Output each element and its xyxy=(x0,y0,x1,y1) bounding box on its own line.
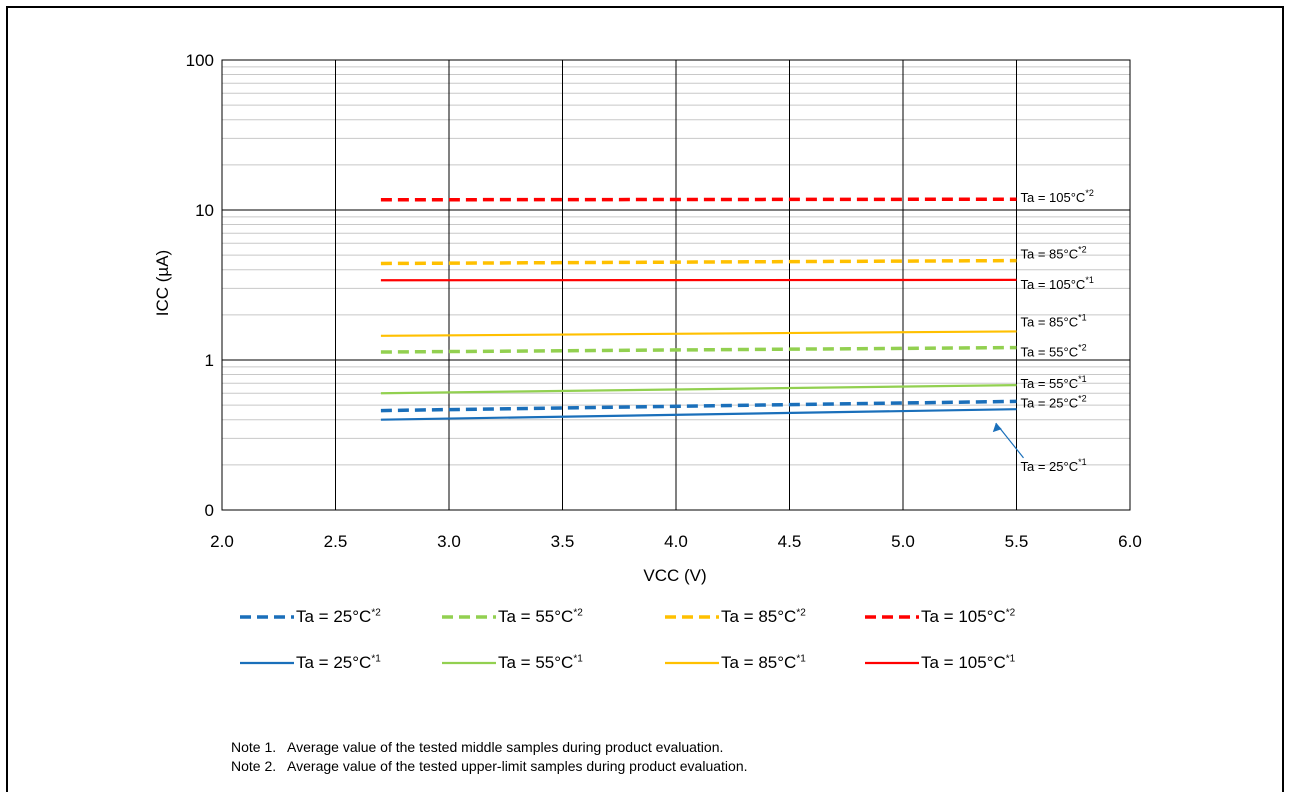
series-line xyxy=(380,408,1017,421)
legend-label: Ta = 85°C*2 xyxy=(721,607,806,626)
note-1: Note 1. Average value of the tested midd… xyxy=(231,739,724,755)
y-tick-label: 1 xyxy=(205,351,214,370)
annotation-label: Ta = 85°C*1 xyxy=(1021,312,1087,329)
legend-label: Ta = 55°C*1 xyxy=(498,653,583,672)
series-line xyxy=(380,345,1017,354)
x-axis-label: VCC (V) xyxy=(643,566,706,585)
legend-label: Ta = 85°C*1 xyxy=(721,653,806,672)
line-annotations: Ta = 105°C*2 Ta = 85°C*2 Ta = 105°C*1 Ta = … xyxy=(992,188,1094,474)
x-tick-label: 3.5 xyxy=(551,532,575,551)
figure-frame xyxy=(6,6,1284,792)
series-line xyxy=(380,399,1017,413)
y-tick-label: 10 xyxy=(195,201,214,220)
legend-swatch xyxy=(665,661,719,665)
legend-swatch xyxy=(442,615,496,619)
legend-swatch xyxy=(665,615,719,619)
y-tick-label: 0 xyxy=(205,501,214,520)
x-tick-label: 2.0 xyxy=(210,532,234,551)
legend-swatch xyxy=(865,661,919,665)
legend-item: Ta = 25°C*2 xyxy=(238,607,381,627)
x-tick-label: 2.5 xyxy=(324,532,348,551)
x-tick-label: 4.0 xyxy=(664,532,688,551)
legend-item: Ta = 105°C*2 xyxy=(863,607,1015,627)
legend-item: Ta = 25°C*1 xyxy=(238,653,381,673)
legend-swatch xyxy=(240,615,294,619)
x-tick-label: 6.0 xyxy=(1118,532,1142,551)
legend-label: Ta = 25°C*2 xyxy=(296,607,381,626)
y-axis-label: ICC (µA) xyxy=(153,250,172,316)
legend-label: Ta = 105°C*1 xyxy=(921,653,1016,672)
plot-border xyxy=(221,59,1131,511)
x-tick-label: 4.5 xyxy=(778,532,802,551)
legend-swatch xyxy=(240,661,294,665)
arrow-head xyxy=(992,423,1002,433)
series-line xyxy=(380,258,1017,266)
y-tick-label: 100 xyxy=(186,51,214,70)
annotation-label: Ta = 25°C*1 xyxy=(1021,457,1087,474)
annotation-label: Ta = 85°C*2 xyxy=(1021,245,1087,262)
x-tick-label: 3.0 xyxy=(437,532,461,551)
grid xyxy=(221,59,1131,511)
annotation-label: Ta = 105°C*1 xyxy=(1021,275,1094,292)
note-2: Note 2. Average value of the tested uppe… xyxy=(231,758,748,774)
annotation-label: Ta = 105°C*2 xyxy=(1021,188,1094,205)
annotation-label: Ta = 25°C*2 xyxy=(1021,393,1087,410)
x-tick-label: 5.5 xyxy=(1005,532,1029,551)
series-lines xyxy=(380,197,1017,421)
legend-item: Ta = 85°C*1 xyxy=(663,653,806,673)
annotation-label: Ta = 55°C*1 xyxy=(1021,374,1087,391)
series-line xyxy=(380,197,1017,202)
annotation-label: Ta = 55°C*2 xyxy=(1021,343,1087,360)
series-line xyxy=(380,384,1017,395)
legend-item: Ta = 55°C*2 xyxy=(440,607,583,627)
legend-label: Ta = 105°C*2 xyxy=(921,607,1016,626)
legend-item: Ta = 85°C*2 xyxy=(663,607,806,627)
legend-swatch xyxy=(865,615,919,619)
tick-labels: 2.0 2.5 3.0 3.5 4.0 4.5 5.0 5.5 6.0 0 1 10 100 xyxy=(186,51,1142,551)
legend-swatch xyxy=(442,661,496,665)
legend-item: Ta = 105°C*1 xyxy=(863,653,1015,673)
legend-item: Ta = 55°C*1 xyxy=(440,653,583,673)
x-tick-label: 5.0 xyxy=(891,532,915,551)
legend-label: Ta = 55°C*2 xyxy=(498,607,583,626)
legend-label: Ta = 25°C*1 xyxy=(296,653,381,672)
series-line xyxy=(380,330,1017,337)
